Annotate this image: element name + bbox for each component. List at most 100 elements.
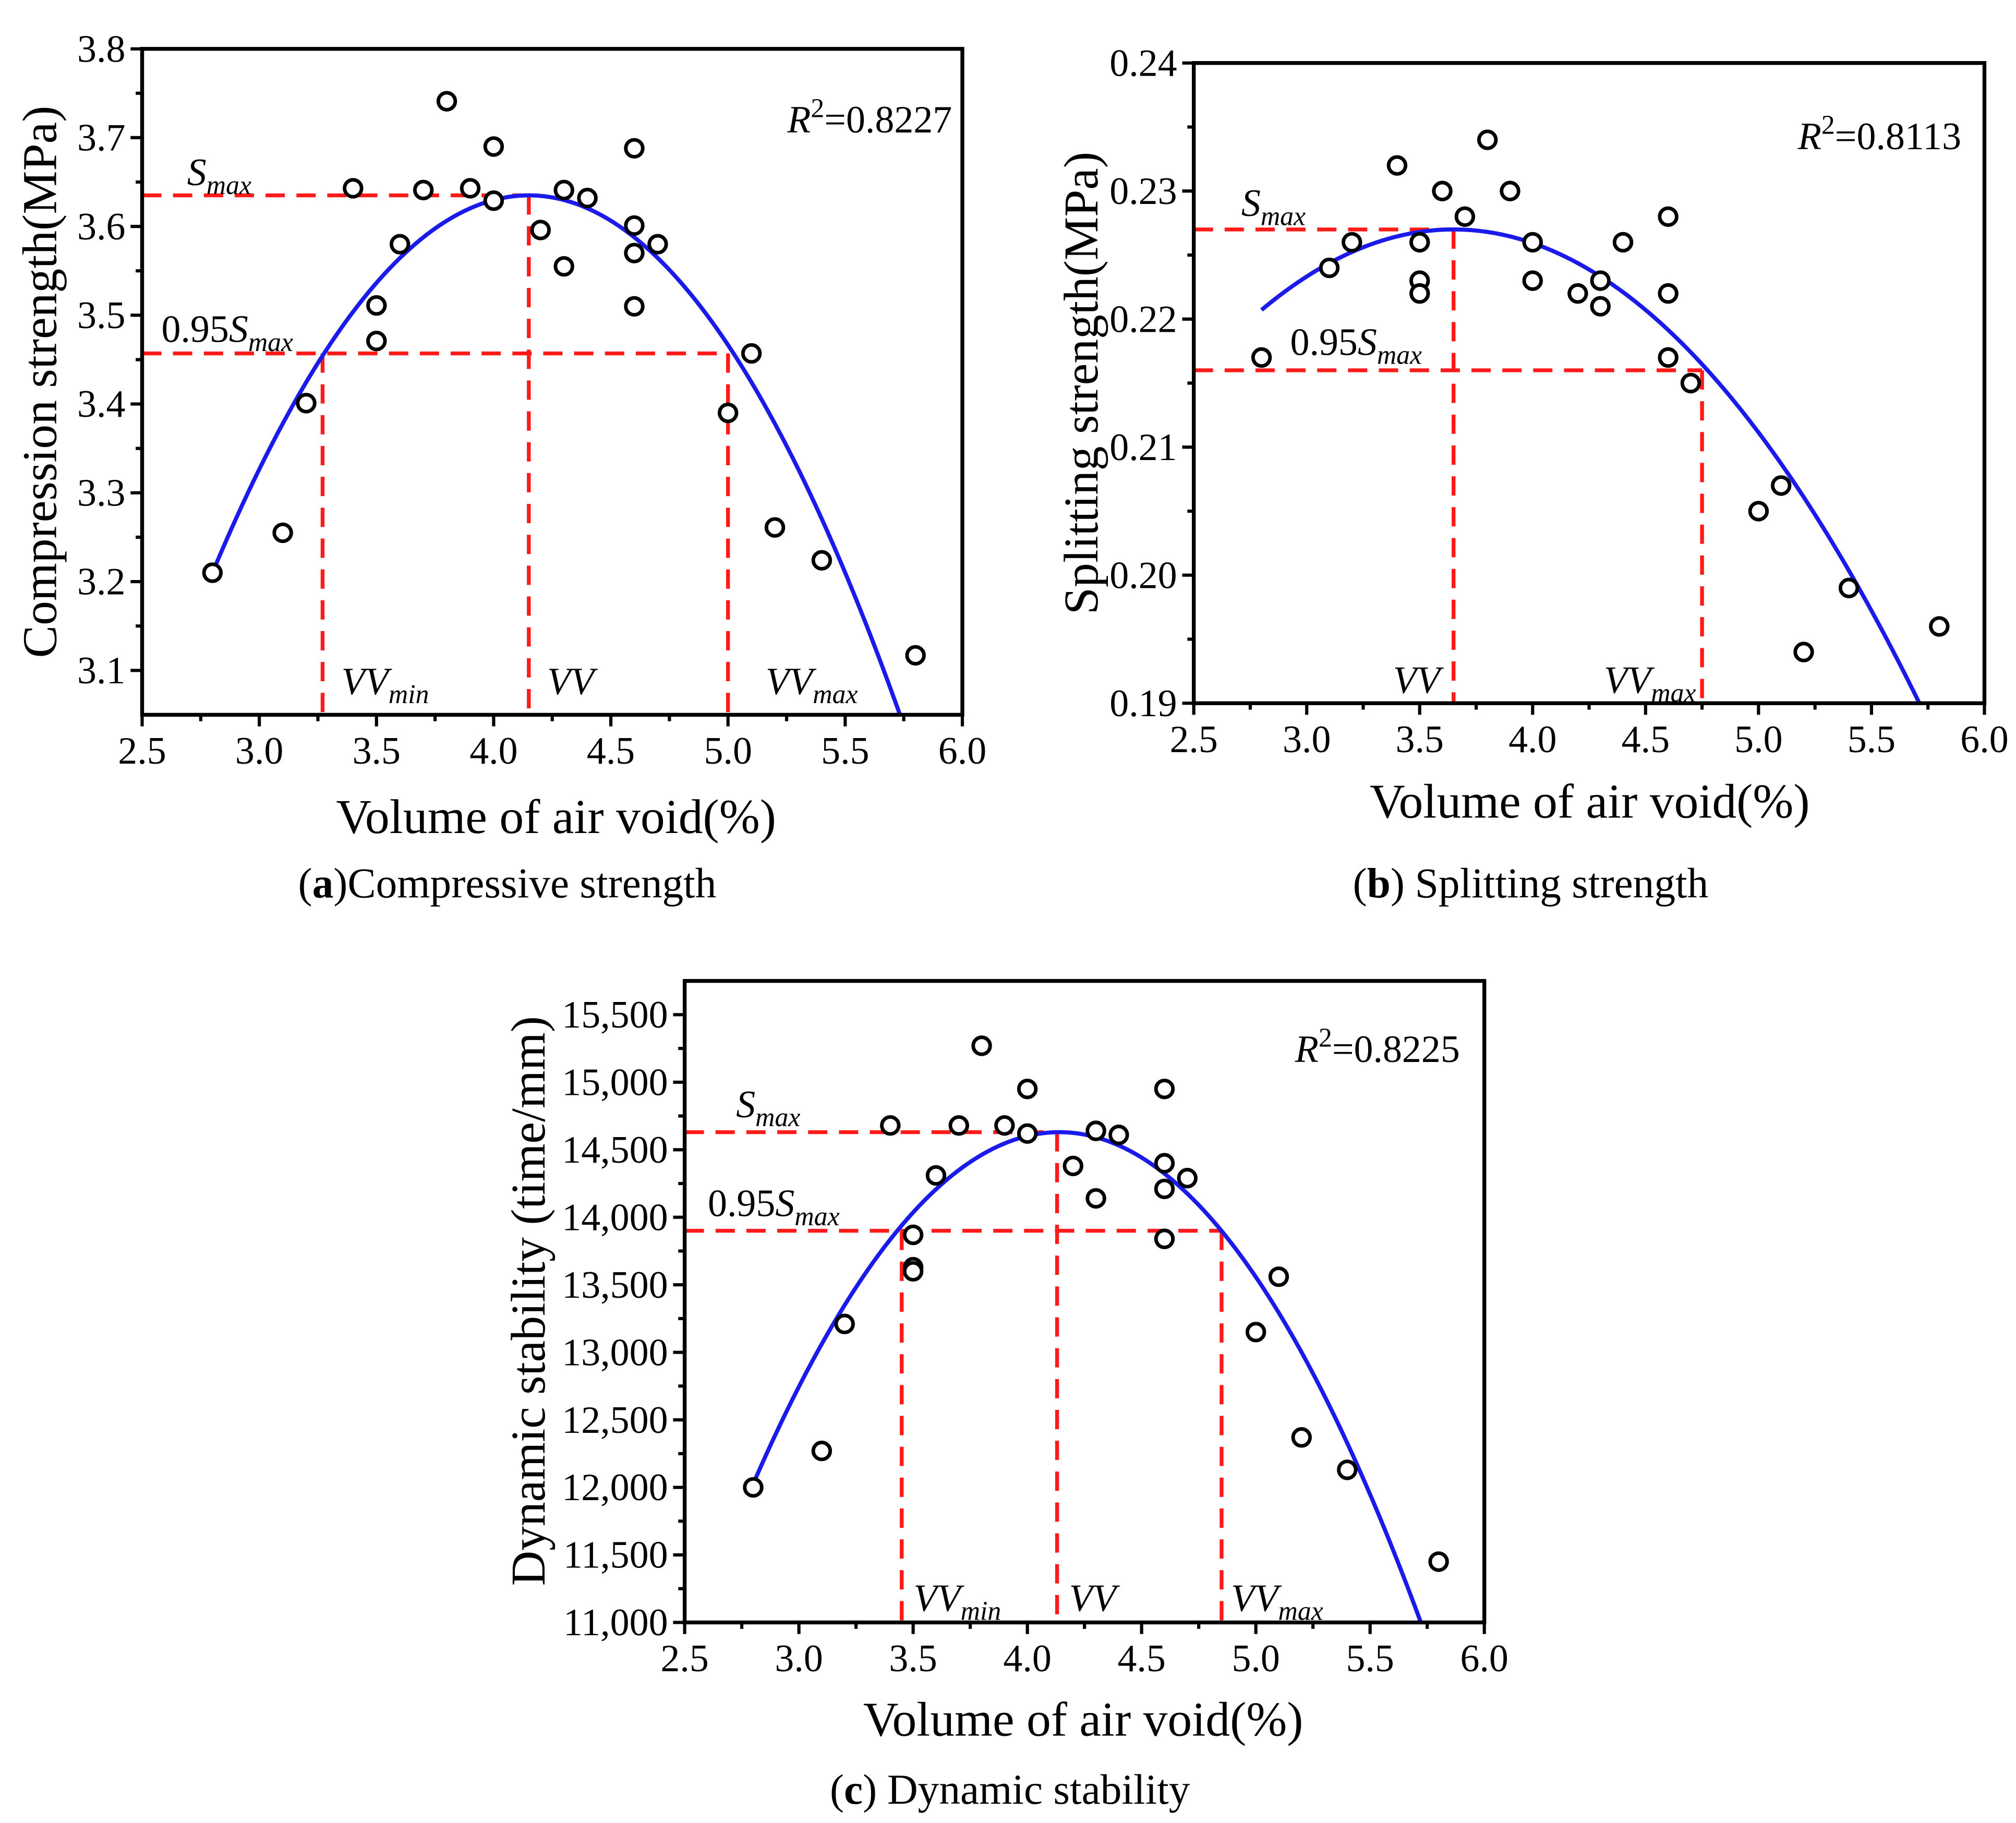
data-point — [948, 1115, 969, 1136]
y-tick-label: 11,500 — [563, 1534, 668, 1576]
vv-label: VV — [547, 660, 598, 703]
x-tick-label: 4.0 — [469, 729, 517, 772]
vv-min-label: VVmin — [913, 1576, 1001, 1626]
data-point — [343, 178, 364, 199]
y-tick-label: 14,000 — [562, 1196, 668, 1238]
data-point — [530, 220, 551, 240]
y-tick-label: 13,000 — [562, 1331, 668, 1373]
y-axis-title: Splitting strength(MPa) — [1055, 152, 1108, 614]
r-squared-label: R2=0.8113 — [1797, 110, 1961, 158]
vv-max-label-sub: max — [1278, 1597, 1323, 1626]
data-point — [1154, 1079, 1175, 1100]
data-point — [1612, 232, 1634, 253]
vv-max-label-main: VV — [1604, 658, 1655, 701]
data-point — [1409, 283, 1430, 304]
data-point — [1748, 501, 1769, 522]
s95-label: 0.95Smax — [161, 308, 293, 357]
x-tick-label: 6.0 — [938, 729, 986, 772]
s95-label-main: S — [775, 1182, 794, 1225]
data-point — [413, 179, 434, 201]
data-point — [1409, 232, 1430, 253]
x-tick-label: 5.0 — [1734, 718, 1782, 760]
data-point — [436, 91, 457, 112]
data-point — [1658, 347, 1679, 368]
vv-max-label-main: VV — [766, 660, 817, 703]
data-point — [553, 256, 574, 277]
vv-max-label-sub: max — [1651, 679, 1696, 708]
x-tick-label: 4.0 — [1003, 1637, 1051, 1680]
data-point — [577, 187, 598, 209]
x-tick-label: 6.0 — [1960, 718, 2008, 760]
s95-label: 0.95Smax — [708, 1182, 840, 1232]
data-point — [743, 1477, 764, 1498]
panel-caption-open: ( — [298, 860, 312, 907]
r-squared-label: R2=0.8225 — [1295, 1023, 1460, 1070]
x-tick-label: 6.0 — [1460, 1637, 1508, 1680]
chart-panel-a: 2.5 3.0 3.5 4.0 4.5 5.0 5.5 6.0 3.1 3.2 3.3 3.4 3.5 3… — [13, 27, 986, 907]
s95-label-main: S — [229, 308, 248, 351]
x-tick-label: 5.5 — [1346, 1637, 1394, 1680]
r-squared-label-sup: 2 — [1821, 110, 1835, 140]
y-tick-label: 3.6 — [77, 205, 125, 248]
panel-caption: (b) Splitting strength — [1353, 860, 1709, 907]
data-point — [834, 1313, 855, 1334]
data-point — [1337, 1459, 1358, 1480]
panel-caption-close: ) — [333, 860, 347, 907]
y-tick-label: 3.7 — [77, 116, 125, 159]
data-point — [971, 1035, 992, 1056]
y-tick-label: 3.3 — [77, 471, 125, 514]
data-point — [483, 190, 504, 211]
y-tick-label: 0.19 — [1109, 682, 1177, 725]
panel-caption-letter: c — [844, 1766, 863, 1813]
plot-frame — [140, 46, 964, 717]
s95-label-sub: max — [1377, 341, 1422, 370]
vv-min-label-main: VV — [342, 660, 393, 703]
x-tick-label: 4.5 — [1622, 718, 1670, 760]
data-point — [1658, 283, 1679, 304]
s95-label-coef: 0.95 — [1290, 320, 1358, 363]
vv-label: VV — [1069, 1576, 1120, 1619]
y-tick-label: 0.21 — [1109, 426, 1177, 468]
plot-frame — [682, 979, 1487, 1625]
data-point — [1428, 1551, 1449, 1572]
data-point — [1477, 129, 1498, 150]
panel-caption: (a)Compressive strength — [298, 860, 717, 907]
x-tick-label: 5.5 — [821, 729, 869, 772]
data-point — [902, 1224, 924, 1246]
y-tick-label: 12,500 — [562, 1398, 668, 1441]
y-tick-label: 14,500 — [562, 1128, 668, 1171]
data-point — [1500, 180, 1520, 201]
x-tick-label: 3.0 — [775, 1637, 823, 1680]
x-tick-label: 5.5 — [1848, 718, 1896, 760]
s-max-label-sub: max — [1261, 201, 1306, 231]
data-point — [925, 1165, 947, 1186]
y-tick-label: 3.2 — [77, 560, 125, 603]
data-point — [1567, 283, 1588, 304]
data-point — [902, 1261, 924, 1282]
vv-label-main: VV — [547, 660, 598, 703]
s95-label-coef: 0.95 — [161, 308, 228, 351]
plot-frame — [1191, 61, 1987, 705]
data-point — [624, 138, 645, 159]
y-tick-label: 12,000 — [562, 1466, 668, 1508]
data-point — [1108, 1125, 1129, 1145]
data-point — [1590, 296, 1611, 317]
y-tick-label: 3.5 — [77, 294, 125, 336]
data-point — [1929, 616, 1950, 637]
data-point — [811, 1440, 832, 1462]
x-axis-title: Volume of air void(%) — [1370, 775, 1810, 829]
vv-label: VV — [1393, 658, 1444, 701]
panel-caption-open: ( — [830, 1766, 844, 1813]
vv-max-label: VVmax — [1231, 1576, 1323, 1626]
r-squared-label-value: =0.8113 — [1835, 115, 1961, 158]
data-point — [296, 393, 317, 414]
data-point — [1838, 577, 1860, 598]
data-point — [460, 178, 481, 199]
data-point — [1291, 1427, 1312, 1448]
vv-label-main: VV — [1393, 658, 1444, 701]
data-point — [1063, 1155, 1083, 1177]
s95-label-sub: max — [794, 1202, 839, 1232]
r-squared-label-sup: 2 — [811, 93, 824, 123]
panel-caption-letter: b — [1367, 860, 1391, 907]
